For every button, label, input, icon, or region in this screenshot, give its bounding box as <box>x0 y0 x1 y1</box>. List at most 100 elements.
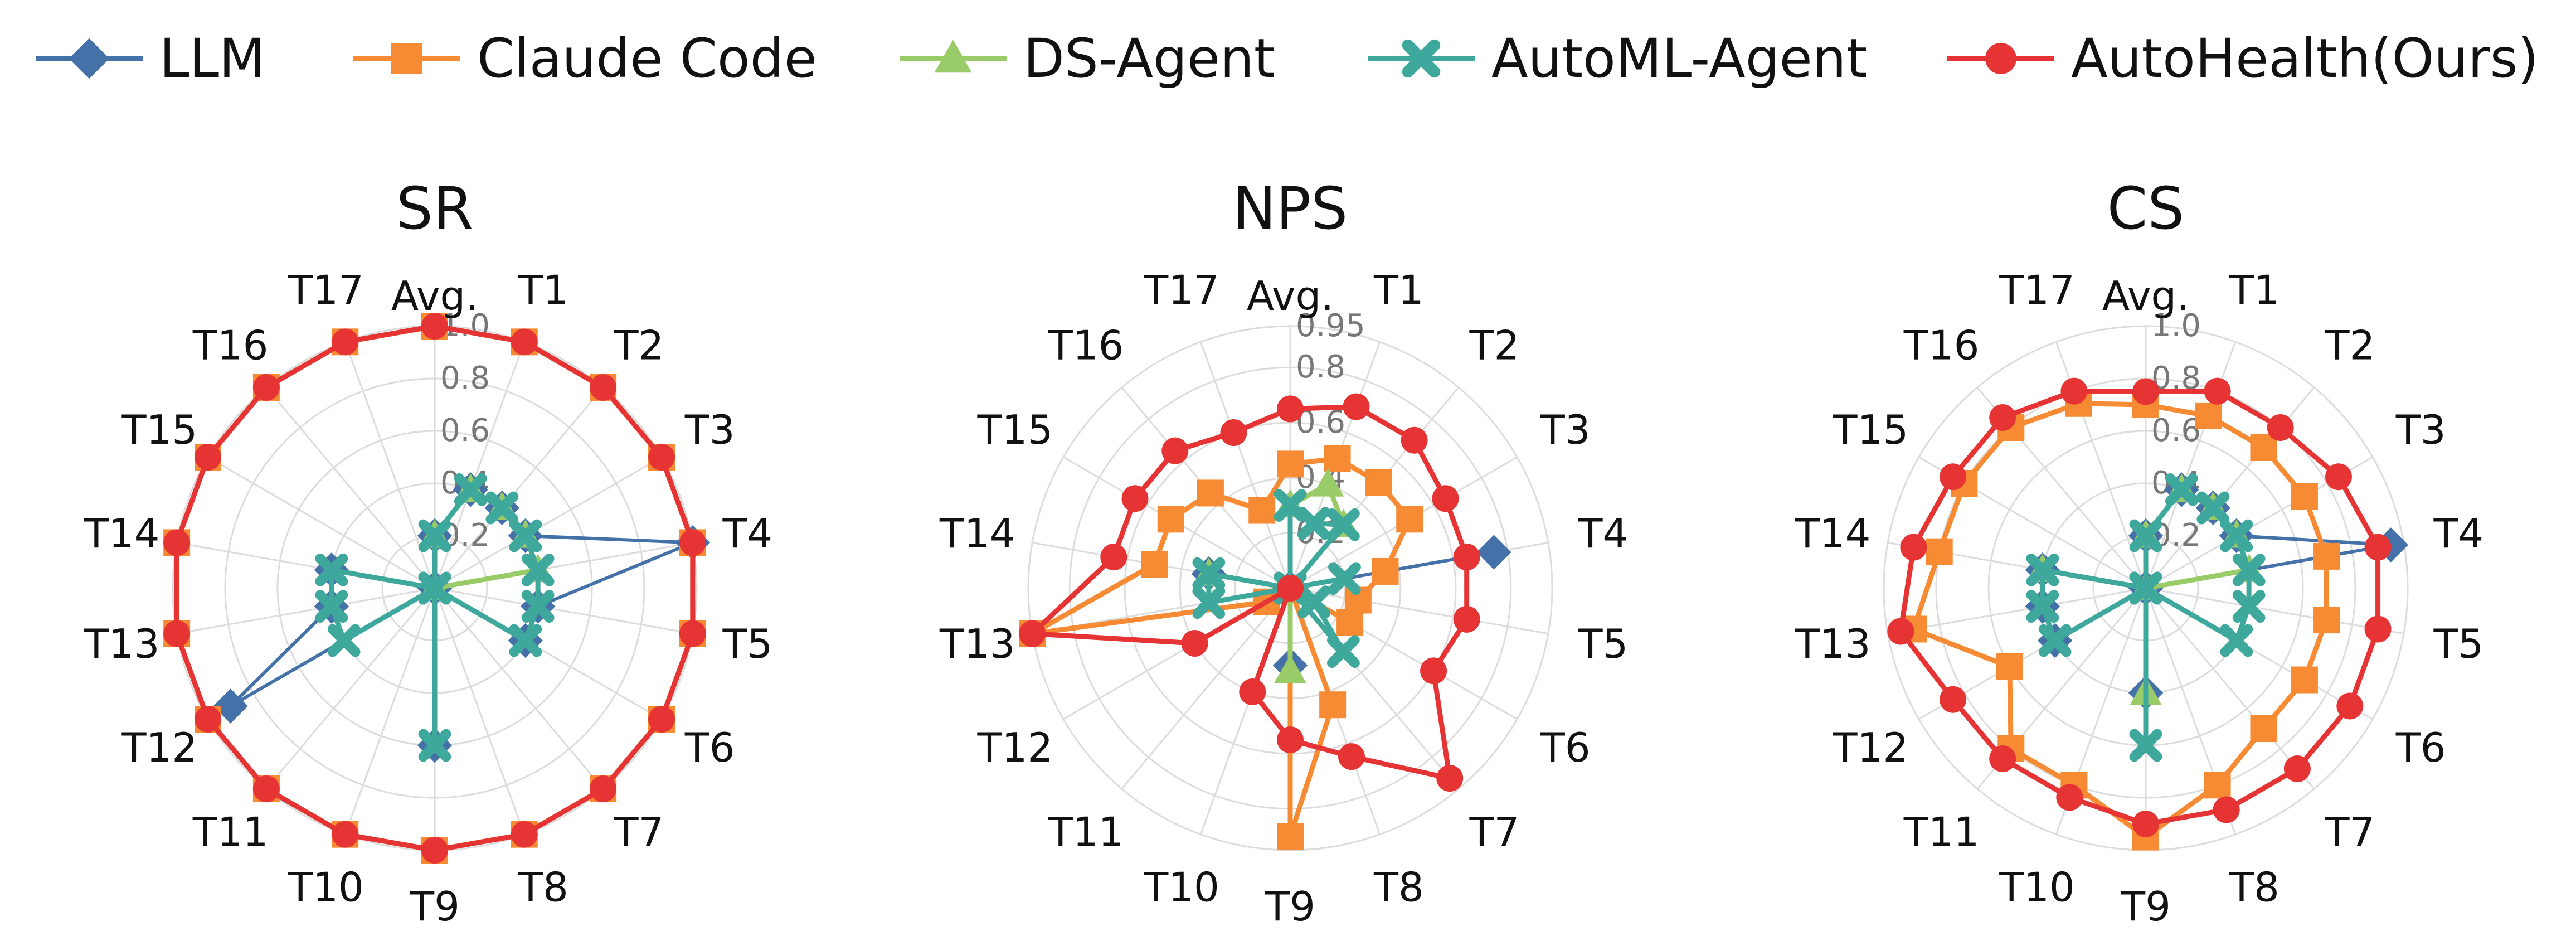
legend-item-llm: LLM <box>33 22 265 95</box>
data-point <box>2196 491 2230 525</box>
series-automl-agent <box>1192 489 1361 668</box>
data-point <box>590 374 617 401</box>
grid-spoke <box>1887 587 2146 635</box>
data-point <box>2313 607 2340 634</box>
data-point <box>1197 479 1224 507</box>
axis-label-t12: T12 <box>977 724 1053 771</box>
grid-spoke <box>434 456 662 589</box>
axis-label-t10: T10 <box>288 864 364 911</box>
data-point <box>1372 557 1399 585</box>
data-point <box>1324 445 1351 472</box>
data-point <box>1311 468 1344 497</box>
series-claude-code <box>1019 445 1423 850</box>
data-point <box>679 620 706 647</box>
axis-label-t3: T3 <box>2395 406 2446 453</box>
axis-label-t6: T6 <box>684 724 735 771</box>
data-point <box>521 590 555 623</box>
data-point <box>1365 469 1393 496</box>
axis-label-t17: T17 <box>1999 266 2075 313</box>
radial-tick-label: 1.0 <box>440 308 490 344</box>
data-point <box>1989 745 2016 773</box>
axis-label-t13: T13 <box>84 620 160 667</box>
data-point <box>1319 691 1347 719</box>
legend-swatch <box>1368 39 1475 78</box>
data-point <box>1436 765 1464 792</box>
data-point <box>2056 784 2083 811</box>
data-point <box>163 529 191 556</box>
chart-title: CS <box>2107 174 2185 243</box>
data-point <box>1336 609 1364 636</box>
legend-label: AutoML-Agent <box>1491 27 1868 90</box>
axis-label-t14: T14 <box>84 510 160 557</box>
data-point <box>1900 534 1927 561</box>
data-point <box>1192 586 1226 619</box>
data-point <box>2364 534 2392 561</box>
grid-spoke <box>2145 587 2404 635</box>
data-point <box>2291 483 2318 510</box>
data-point <box>509 519 542 552</box>
data-point <box>521 553 555 586</box>
data-point <box>2291 666 2318 694</box>
axis-label-t5: T5 <box>1577 620 1628 667</box>
legend-swatch <box>36 38 143 79</box>
axis-label-t13: T13 <box>1795 620 1871 667</box>
radial-tick-label: 0.95 <box>1296 308 1365 344</box>
data-point <box>2325 463 2352 491</box>
data-point <box>332 328 359 356</box>
grid-spoke <box>344 588 436 835</box>
legend-label: LLM <box>159 27 265 90</box>
data-point <box>2364 615 2392 643</box>
data-point <box>509 624 542 657</box>
data-point <box>1420 657 1447 685</box>
data-point <box>1181 629 1208 657</box>
data-point <box>1297 585 1331 619</box>
grid-spoke <box>1199 341 1291 589</box>
axis-label-t6: T6 <box>2395 724 2446 771</box>
grid-spoke <box>434 588 604 790</box>
data-point <box>1220 419 1247 447</box>
data-point <box>2195 402 2222 429</box>
axis-label-t3: T3 <box>684 406 735 453</box>
data-point <box>1343 393 1370 420</box>
legend-item-automl-agent: AutoML-Agent <box>1365 22 1867 95</box>
axis-label-t5: T5 <box>2433 620 2483 667</box>
grid-spoke <box>207 456 435 589</box>
axis-label-t4: T4 <box>722 510 772 557</box>
data-point <box>454 473 487 506</box>
data-point <box>418 729 451 762</box>
grid-spoke <box>176 587 435 635</box>
data-point <box>1327 635 1360 668</box>
data-point <box>1100 544 1127 571</box>
data-point <box>1887 618 1914 645</box>
data-point <box>2204 377 2231 405</box>
axis-label-t16: T16 <box>1048 322 1124 368</box>
data-point <box>2060 377 2088 405</box>
axis-label-avg: Avg. <box>1247 273 1334 319</box>
data-point <box>2129 729 2162 762</box>
data-point <box>327 624 361 657</box>
axis-label-t14: T14 <box>939 510 1015 557</box>
data-point <box>1453 544 1480 571</box>
axis-label-t4: T4 <box>1577 510 1628 557</box>
axis-label-t8: T8 <box>518 864 568 911</box>
legend-marker-diamond <box>69 38 110 79</box>
series-autohealth-ours <box>1887 377 2392 837</box>
data-point <box>1453 605 1480 633</box>
data-point <box>648 706 675 733</box>
data-point <box>1274 654 1306 683</box>
axis-label-t8: T8 <box>1373 864 1424 911</box>
series-automl-agent <box>315 473 555 762</box>
grid-spoke <box>434 587 693 635</box>
grid-spoke <box>434 386 604 589</box>
data-point <box>590 775 617 803</box>
data-point <box>252 775 280 803</box>
data-point <box>418 519 451 552</box>
axis-label-t15: T15 <box>1833 406 1909 453</box>
axis-label-t16: T16 <box>192 322 269 368</box>
axis-label-t17: T17 <box>288 266 364 313</box>
data-point <box>1141 551 1168 578</box>
data-point <box>1121 485 1149 512</box>
axis-label-t7: T7 <box>613 809 664 856</box>
radial-tick-label: 0.6 <box>440 413 490 449</box>
data-point <box>1327 508 1360 541</box>
